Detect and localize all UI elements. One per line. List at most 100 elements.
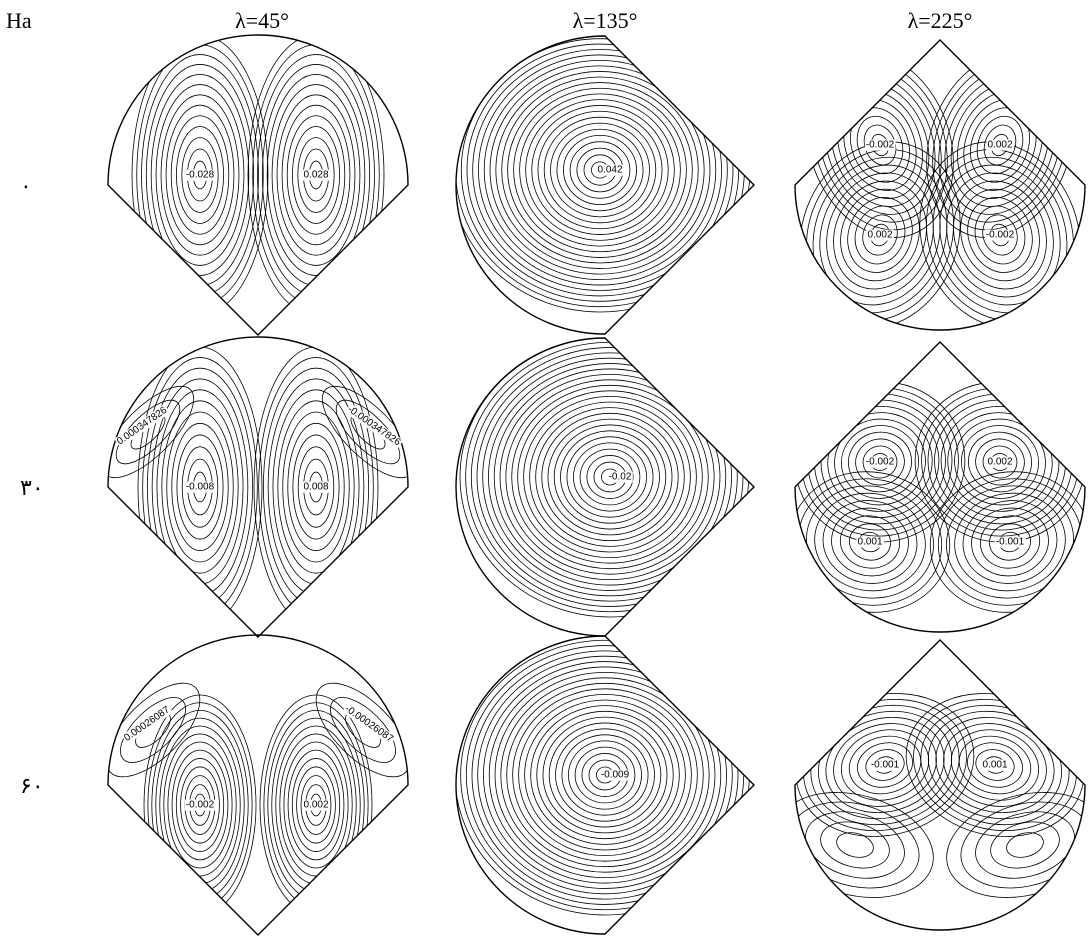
contour-label: 0.002 <box>987 140 1012 151</box>
contour-group <box>459 338 754 618</box>
contour-line <box>827 412 933 512</box>
contour-line <box>960 188 1040 282</box>
contour-line <box>525 99 675 241</box>
contour-label: -0.009 <box>601 770 630 781</box>
contour-line <box>826 172 934 298</box>
contour-line <box>946 792 1085 898</box>
label-background <box>856 536 884 548</box>
contour-line <box>814 492 926 592</box>
domain-outline <box>107 634 409 936</box>
contour-label: -0.002 <box>866 457 895 468</box>
contour-line <box>512 688 698 862</box>
contour-line <box>982 445 1018 479</box>
domain-outline <box>455 35 755 335</box>
contour-line <box>483 59 717 281</box>
contour-line <box>277 400 355 574</box>
contour-line <box>523 395 697 559</box>
contour-line <box>150 74 250 276</box>
contour-line <box>108 385 195 479</box>
contour-group <box>799 52 1081 329</box>
contour-line <box>968 431 1032 493</box>
contour-line <box>519 93 681 247</box>
contour-line <box>822 500 918 584</box>
contour-line <box>839 515 901 569</box>
contour-line <box>477 655 733 895</box>
contour-label: 0.002 <box>987 457 1012 468</box>
contour-label: 0.008 <box>303 482 328 493</box>
contour-line <box>548 722 662 828</box>
contour-label: -0.02 <box>609 472 632 483</box>
contour-line <box>817 710 953 820</box>
label-background <box>981 759 1009 771</box>
row-label: ۳۰ <box>20 475 44 500</box>
contour-line <box>975 749 1015 781</box>
contour-line <box>499 373 721 581</box>
contour-line <box>543 116 657 224</box>
contour-line <box>181 446 219 528</box>
contour-label: 0.000347826 <box>115 405 170 448</box>
contour-line <box>820 821 890 869</box>
contour-line <box>517 390 703 564</box>
contour-line <box>542 716 668 834</box>
contour-line <box>292 434 340 540</box>
contour-line <box>561 734 649 816</box>
contour-line <box>947 412 1053 512</box>
contour-line <box>171 422 229 552</box>
contour-label: 0.042 <box>597 165 622 176</box>
contour-line <box>335 399 401 465</box>
label-background <box>184 169 216 181</box>
contour-line <box>961 425 1039 499</box>
contour-line <box>537 110 663 230</box>
label-background <box>866 229 894 241</box>
contour-line <box>321 385 408 479</box>
label-background <box>121 703 174 745</box>
contour-line <box>547 418 673 536</box>
domain-outline <box>794 639 1086 931</box>
contour-line <box>161 400 239 574</box>
contour-label: -0.002 <box>186 800 215 811</box>
contour-line <box>555 728 655 822</box>
contour-line <box>115 399 181 465</box>
contour-line <box>495 71 705 269</box>
row-label: ۶۰ <box>20 773 44 798</box>
contour-label: 0.002 <box>867 230 892 241</box>
contour-line <box>180 766 220 844</box>
contour-line <box>806 485 934 599</box>
contour-line <box>840 188 920 282</box>
contour-line <box>120 697 186 763</box>
contour-line <box>493 368 727 586</box>
contour-label: -0.008 <box>186 482 215 493</box>
contour-line <box>281 104 351 246</box>
contour-line <box>176 434 224 540</box>
label-background <box>986 139 1014 151</box>
label-background <box>302 799 330 811</box>
contour-line <box>530 705 680 845</box>
contour-line <box>953 180 1047 290</box>
label-background <box>864 139 896 151</box>
contour-line <box>975 438 1025 486</box>
contour-line <box>795 792 934 898</box>
column-header: λ=225° <box>908 8 973 33</box>
column-header: λ=45° <box>235 8 289 33</box>
contour-line <box>296 766 336 844</box>
contour-line <box>831 507 909 577</box>
label-background <box>994 536 1026 548</box>
contour-line <box>531 105 669 235</box>
domain-outline <box>455 337 755 637</box>
contour-line <box>946 172 1054 298</box>
contour-line <box>170 115 230 235</box>
contour-line <box>862 445 898 479</box>
contour-line <box>287 749 345 861</box>
contour-line <box>176 126 224 224</box>
contour-line <box>505 379 715 575</box>
contour-line <box>927 710 1063 820</box>
contour-line <box>171 749 229 861</box>
contour-line <box>553 424 667 530</box>
contour-line <box>160 94 240 256</box>
contour-line <box>292 126 340 224</box>
label-background <box>984 229 1016 241</box>
contour-line <box>524 699 686 851</box>
contour-label: -0.001 <box>996 537 1025 548</box>
contour-line <box>283 741 349 869</box>
contour-line <box>840 729 930 801</box>
